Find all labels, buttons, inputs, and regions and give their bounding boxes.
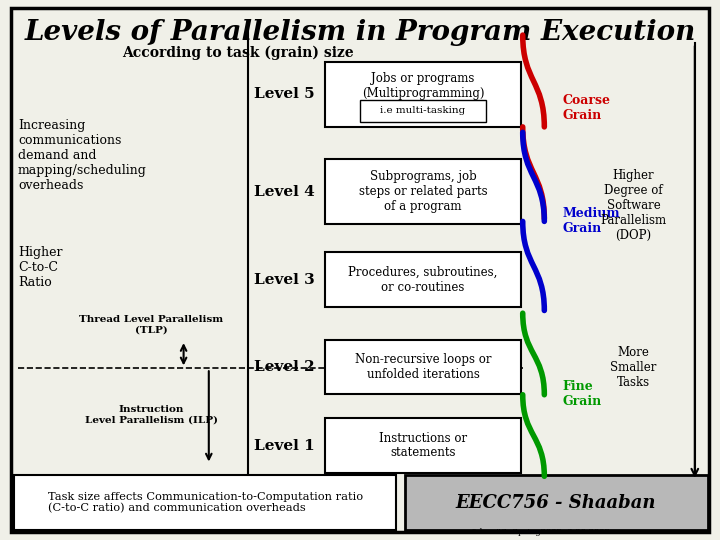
- Text: Jobs or programs
(Multiprogramming): Jobs or programs (Multiprogramming): [361, 72, 485, 100]
- Text: Levels of Parallelism in Program Execution: Levels of Parallelism in Program Executi…: [24, 19, 696, 46]
- Text: Task size affects Communication-to-Computation ratio
(C-to-C ratio) and communic: Task size affects Communication-to-Compu…: [48, 492, 363, 514]
- FancyBboxPatch shape: [405, 475, 708, 530]
- Text: More
Smaller
Tasks: More Smaller Tasks: [611, 346, 657, 389]
- Text: Medium
Grain: Medium Grain: [562, 207, 620, 235]
- Text: Higher
Degree of
Software
Parallelism
(DOP): Higher Degree of Software Parallelism (D…: [600, 168, 667, 242]
- Text: # lec #3  Spring2008  3-20-2008: # lec #3 Spring2008 3-20-2008: [470, 528, 610, 536]
- Text: Procedures, subroutines,
or co-routines: Procedures, subroutines, or co-routines: [348, 266, 498, 294]
- Text: Thread Level Parallelism
(TLP): Thread Level Parallelism (TLP): [79, 315, 223, 335]
- Text: Instruction
Level Parallelism (ILP): Instruction Level Parallelism (ILP): [85, 405, 217, 424]
- Text: Level 4: Level 4: [254, 185, 315, 199]
- Text: Level 5: Level 5: [254, 87, 315, 102]
- FancyBboxPatch shape: [359, 99, 487, 122]
- Text: Level 3: Level 3: [254, 273, 315, 287]
- Text: i.e multi-tasking: i.e multi-tasking: [380, 106, 466, 116]
- FancyBboxPatch shape: [14, 475, 396, 530]
- Text: Higher
C-to-C
Ratio: Higher C-to-C Ratio: [18, 246, 63, 289]
- FancyBboxPatch shape: [325, 418, 521, 473]
- Text: Increasing
communications
demand and
mapping/scheduling
overheads: Increasing communications demand and map…: [18, 119, 147, 192]
- Text: Non-recursive loops or
unfolded iterations: Non-recursive loops or unfolded iteratio…: [355, 353, 491, 381]
- Text: Subprograms, job
steps or related parts
of a program: Subprograms, job steps or related parts …: [359, 170, 487, 213]
- Text: According to task (grain) size: According to task (grain) size: [122, 46, 354, 60]
- FancyBboxPatch shape: [325, 252, 521, 307]
- FancyBboxPatch shape: [11, 8, 709, 532]
- Text: Fine
Grain: Fine Grain: [562, 380, 602, 408]
- FancyBboxPatch shape: [325, 340, 521, 394]
- Text: EECC756 - Shaaban: EECC756 - Shaaban: [456, 494, 656, 512]
- FancyBboxPatch shape: [325, 159, 521, 225]
- Text: Coarse
Grain: Coarse Grain: [562, 94, 611, 122]
- FancyBboxPatch shape: [325, 62, 521, 127]
- Text: Level 1: Level 1: [254, 438, 315, 453]
- Text: Instructions or
statements: Instructions or statements: [379, 431, 467, 460]
- Text: Level 2: Level 2: [254, 360, 315, 374]
